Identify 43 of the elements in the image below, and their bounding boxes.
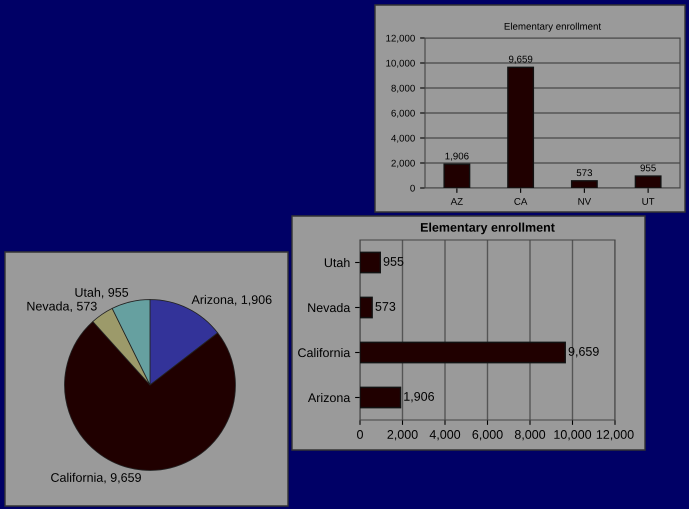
bar — [570, 180, 598, 188]
y-tick-label: 0 — [410, 184, 415, 192]
y-tick-label: 10,000 — [386, 60, 415, 68]
x-tick-label: AZ — [450, 198, 463, 205]
x-tick-label: UT — [642, 198, 654, 205]
data-label: 9,659 — [568, 347, 599, 358]
data-label: 955 — [640, 164, 656, 172]
x-tick-label: 10,000 — [554, 430, 592, 440]
x-tick-label: 8,000 — [514, 430, 546, 440]
bar — [634, 175, 662, 188]
x-tick-label: 0 — [357, 430, 363, 439]
y-tick-label: Nevada — [308, 302, 350, 312]
data-label: 573 — [576, 169, 592, 176]
slice-label: Utah, 955 — [75, 288, 128, 298]
bar — [360, 296, 373, 318]
bar — [443, 163, 470, 188]
x-tick-label: CA — [514, 198, 528, 205]
x-tick-label: 4,000 — [430, 430, 460, 440]
slice-label: California, 9,659 — [51, 472, 141, 484]
y-tick-label: 2,000 — [391, 160, 415, 168]
data-label: 573 — [375, 302, 396, 311]
x-tick-label: NV — [578, 198, 592, 205]
x-tick-label: 12,000 — [596, 430, 634, 440]
bar — [360, 386, 402, 408]
y-tick-label: California — [298, 348, 350, 358]
y-tick-label: Utah — [324, 258, 350, 268]
data-label: 955 — [384, 257, 404, 266]
slice-label: Nevada, 573 — [27, 301, 97, 312]
x-tick-label: 6,000 — [472, 430, 503, 440]
y-tick-label: 6,000 — [391, 110, 415, 118]
data-label: 1,906 — [404, 392, 434, 402]
bar — [507, 66, 534, 188]
y-tick-label: 12,000 — [386, 34, 415, 43]
y-tick-label: 4,000 — [391, 134, 415, 143]
chart-title: Elementary enrollment — [420, 222, 555, 234]
bar — [360, 342, 566, 364]
bar — [360, 252, 381, 274]
y-tick-label: Arizona — [308, 392, 350, 402]
chart-title: Elementary enrollment — [504, 22, 602, 32]
y-tick-label: 8,000 — [391, 84, 415, 93]
slice-label: Arizona, 1,906 — [192, 294, 272, 306]
data-label: 9,659 — [508, 56, 532, 64]
data-label: 1,906 — [445, 152, 469, 161]
